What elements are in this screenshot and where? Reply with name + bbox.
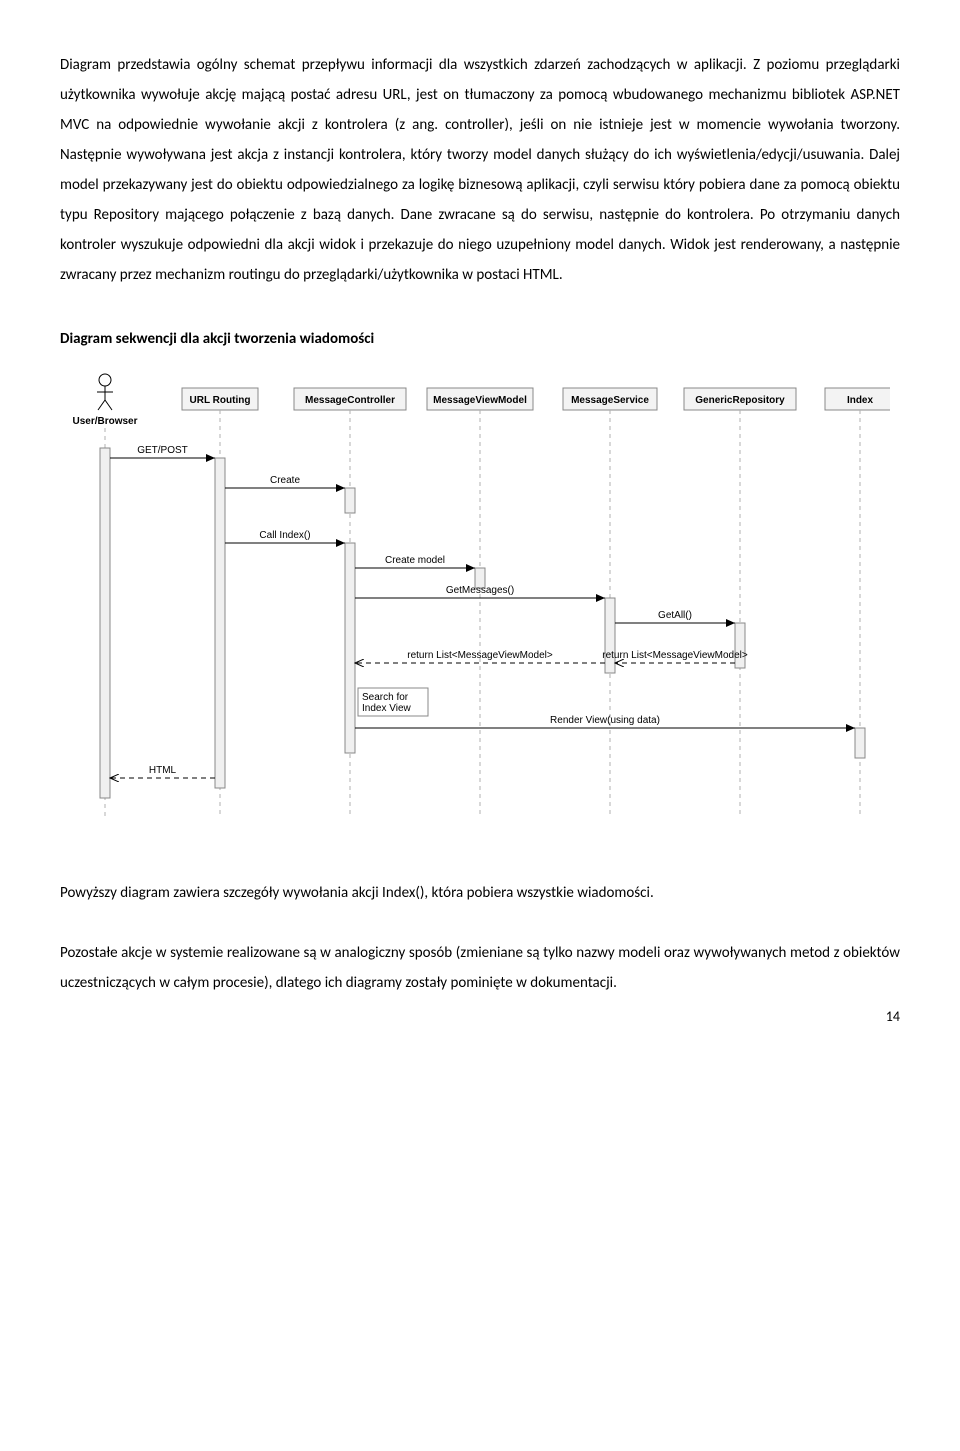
svg-text:Render View(using data): Render View(using data) [550,715,660,726]
svg-text:return List<MessageViewModel>: return List<MessageViewModel> [407,650,553,661]
svg-text:Call Index(): Call Index() [259,530,310,541]
svg-text:URL Routing: URL Routing [190,395,251,406]
svg-text:Index View: Index View [362,703,412,714]
svg-text:User/Browser: User/Browser [72,416,137,427]
svg-text:return List<MessageViewModel>: return List<MessageViewModel> [602,650,748,661]
svg-text:GET/POST: GET/POST [137,445,188,456]
svg-text:GetAll(): GetAll() [658,610,692,621]
paragraph-1: Diagram przedstawia ogólny schemat przep… [60,50,900,290]
sequence-diagram: User/Browser URL Routing MessageController… [60,368,900,838]
paragraph-2: Powyższy diagram zawiera szczegóły wywoł… [60,878,900,908]
svg-text:Create: Create [270,475,300,486]
section-heading: Diagram sekwencji dla akcji tworzenia wi… [60,330,900,348]
svg-text:GetMessages(): GetMessages() [446,585,514,596]
svg-text:MessageViewModel: MessageViewModel [433,395,527,406]
page-number: 14 [60,1008,900,1025]
svg-text:MessageService: MessageService [571,395,649,406]
svg-text:Create model: Create model [385,555,445,566]
svg-text:GenericRepository: GenericRepository [695,395,785,406]
svg-text:Index: Index [847,395,874,406]
svg-text:MessageController: MessageController [305,395,395,406]
svg-text:HTML: HTML [149,765,177,776]
paragraph-3: Pozostałe akcje w systemie realizowane s… [60,938,900,998]
svg-text:Search for: Search for [362,692,409,703]
